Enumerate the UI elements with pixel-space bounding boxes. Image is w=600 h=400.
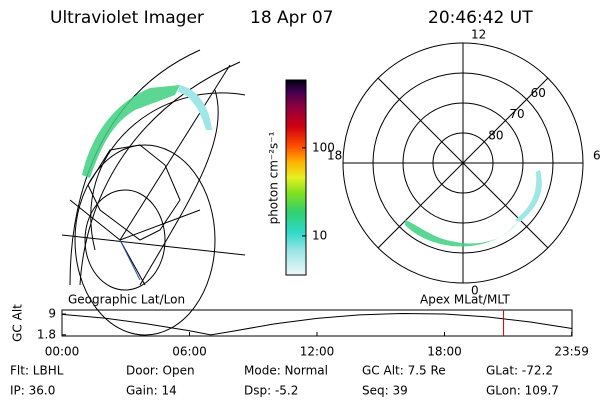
mlt-line	[377, 77, 549, 249]
mlt-label: 18	[327, 149, 342, 163]
header: Ultraviolet Imager 18 Apr 07 20:46:42 UT	[50, 8, 533, 28]
lat-ring	[402, 102, 524, 224]
colorbar-label: photon cm⁻²s⁻¹	[267, 131, 281, 224]
x-tick-label: 23:59	[554, 345, 589, 359]
info-field: Mode: Normal	[244, 364, 328, 378]
geo-caption: Geographic Lat/Lon	[68, 293, 185, 307]
altitude-line	[61, 312, 573, 336]
aurora	[405, 220, 518, 247]
time: 20:46:42 UT	[428, 8, 533, 28]
geo-map: Geographic Lat/Lon	[61, 49, 246, 336]
colorbar: photon cm⁻²s⁻¹ 10 100	[267, 79, 335, 276]
map-line	[79, 61, 241, 286]
info-field: Gain: 14	[126, 384, 177, 398]
info-field: GC Alt: 7.5 Re	[362, 364, 446, 378]
lon-line	[119, 64, 231, 241]
lat-label: 60	[531, 86, 546, 100]
lat-ring	[432, 132, 494, 194]
track	[119, 239, 141, 281]
lat-ring	[372, 72, 554, 254]
lat-label: 80	[488, 128, 503, 142]
info-field: Dsp: -5.2	[244, 384, 298, 398]
info-field: GLat: -72.2	[486, 364, 553, 378]
y-axis-label: GC Alt	[11, 304, 25, 342]
lon-line	[69, 199, 121, 241]
aurora	[515, 170, 542, 222]
lat-circle	[84, 189, 166, 291]
y-tick-label: 1.8	[37, 327, 56, 341]
x-tick-label: 06:00	[172, 345, 207, 359]
info-field: GLon: 109.7	[486, 384, 559, 398]
coastline	[87, 144, 181, 241]
lat-circle	[74, 144, 216, 336]
info-field: Seq: 39	[362, 384, 408, 398]
altitude-plot: GC Alt 1.8 9 00:00 06:00 12:00 18:00 23:59	[11, 304, 589, 359]
x-tick-label: 00:00	[45, 345, 80, 359]
x-tick-label: 18:00	[427, 345, 462, 359]
lon-line	[61, 234, 246, 256]
lat-circle	[139, 89, 219, 286]
info-field: Flt: LBHL	[10, 364, 64, 378]
date: 18 Apr 07	[250, 8, 333, 28]
polar-caption: Apex MLat/MLT	[420, 293, 510, 307]
info-field: IP: 36.0	[10, 384, 55, 398]
colorbar-scale	[285, 79, 307, 276]
colorbar-tick-label: 10	[312, 228, 327, 242]
info-field: Door: Open	[126, 364, 195, 378]
mlt-label: 0	[471, 284, 479, 298]
info-panel: Flt: LBHL Door: Open Mode: Normal GC Alt: 7…	[10, 364, 559, 398]
lat-label: 70	[509, 107, 524, 121]
instrument: Ultraviolet Imager	[50, 8, 204, 28]
mlt-label: 6	[593, 149, 600, 163]
x-tick-label: 12:00	[300, 345, 335, 359]
y-tick-label: 9	[48, 307, 56, 321]
aurora	[82, 85, 180, 178]
aurora	[178, 85, 212, 130]
mlt-label: 12	[471, 28, 486, 42]
colorbar-tick-label: 100	[312, 140, 335, 154]
